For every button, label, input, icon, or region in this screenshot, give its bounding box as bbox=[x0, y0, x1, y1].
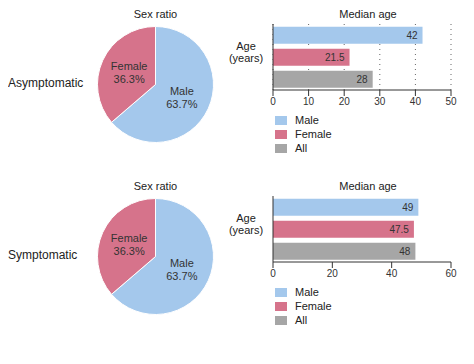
svg-text:50: 50 bbox=[445, 96, 457, 107]
html-text:Male: Male bbox=[295, 286, 319, 298]
svg-text:0: 0 bbox=[270, 268, 276, 279]
svg-text:Male63.7%: Male63.7% bbox=[166, 85, 197, 110]
svg-text:Male63.7%: Male63.7% bbox=[166, 257, 197, 282]
html-text:Median age: Median age bbox=[339, 180, 397, 192]
svg-text:10: 10 bbox=[303, 96, 315, 107]
html-text:Median age: Median age bbox=[339, 8, 397, 20]
svg-text:20: 20 bbox=[327, 268, 339, 279]
svg-text:49: 49 bbox=[402, 202, 414, 213]
html-text:Sex ratio: Sex ratio bbox=[133, 180, 178, 192]
svg-text:40: 40 bbox=[410, 96, 422, 107]
html-text:Male: Male bbox=[295, 114, 319, 126]
svg-text:20: 20 bbox=[339, 96, 351, 107]
html-text:All: All bbox=[295, 314, 308, 326]
html-text:Asymptomatic: Asymptomatic bbox=[8, 76, 84, 90]
svg-text:40: 40 bbox=[386, 268, 398, 279]
svg-text:21.5: 21.5 bbox=[325, 52, 345, 63]
svg-text:Female36.3%: Female36.3% bbox=[111, 60, 148, 85]
svg-text:28: 28 bbox=[357, 74, 369, 85]
html-text:Female: Female bbox=[295, 128, 332, 140]
html-text:Age (years): Age (years) bbox=[228, 212, 264, 236]
svg-text:42: 42 bbox=[406, 30, 418, 41]
html-text:Female: Female bbox=[295, 300, 332, 312]
svg-text:48: 48 bbox=[399, 246, 411, 257]
svg-text:60: 60 bbox=[445, 268, 457, 279]
html-text:Sex ratio: Sex ratio bbox=[133, 8, 178, 20]
html-text:Age (years): Age (years) bbox=[228, 40, 264, 64]
svg-text:47.5: 47.5 bbox=[389, 224, 409, 235]
svg-text:0: 0 bbox=[270, 96, 276, 107]
html-text:All: All bbox=[295, 142, 308, 154]
html-text:Symptomatic: Symptomatic bbox=[8, 248, 78, 262]
svg-text:30: 30 bbox=[374, 96, 386, 107]
svg-text:Female36.3%: Female36.3% bbox=[111, 232, 148, 257]
